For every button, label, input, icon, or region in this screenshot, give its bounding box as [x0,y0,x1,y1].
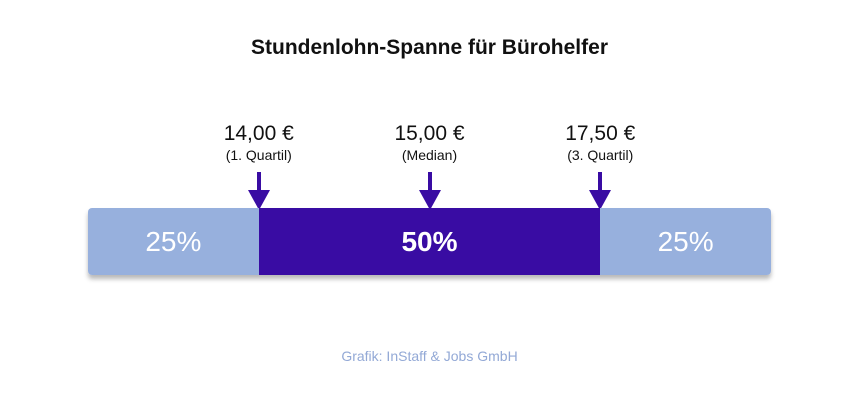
chart-title: Stundenlohn-Spanne für Bürohelfer [251,36,608,59]
arrow-shaft [256,172,261,194]
marker-third-quartile: 17,50 € (3. Quartil) [530,122,670,164]
segment-lower-quartile: 25% [88,208,259,275]
source-credit: Grafik: InStaff & Jobs GmbH [341,348,518,364]
arrow-head [589,190,612,210]
marker-first-quartile: 14,00 € (1. Quartil) [189,122,329,164]
marker-value: 15,00 € [394,122,465,145]
wage-range-bar: 25% 50% 25% [88,208,771,275]
arrow-head [418,190,441,210]
marker-label: (3. Quartil) [567,147,634,163]
arrow-shaft [427,172,432,194]
arrow-shaft [598,172,603,194]
segment-interquartile: 50% [258,208,601,275]
down-arrow-icon [247,172,270,210]
marker-label: (1. Quartil) [225,147,292,163]
marker-median: 15,00 € (Median) [360,122,500,164]
marker-value: 17,50 € [565,122,636,145]
marker-value: 14,00 € [223,122,294,145]
down-arrow-icon [589,172,612,210]
down-arrow-icon [418,172,441,210]
marker-label: (Median) [401,147,458,163]
arrow-head [247,190,270,210]
segment-upper-quartile: 25% [600,208,771,275]
